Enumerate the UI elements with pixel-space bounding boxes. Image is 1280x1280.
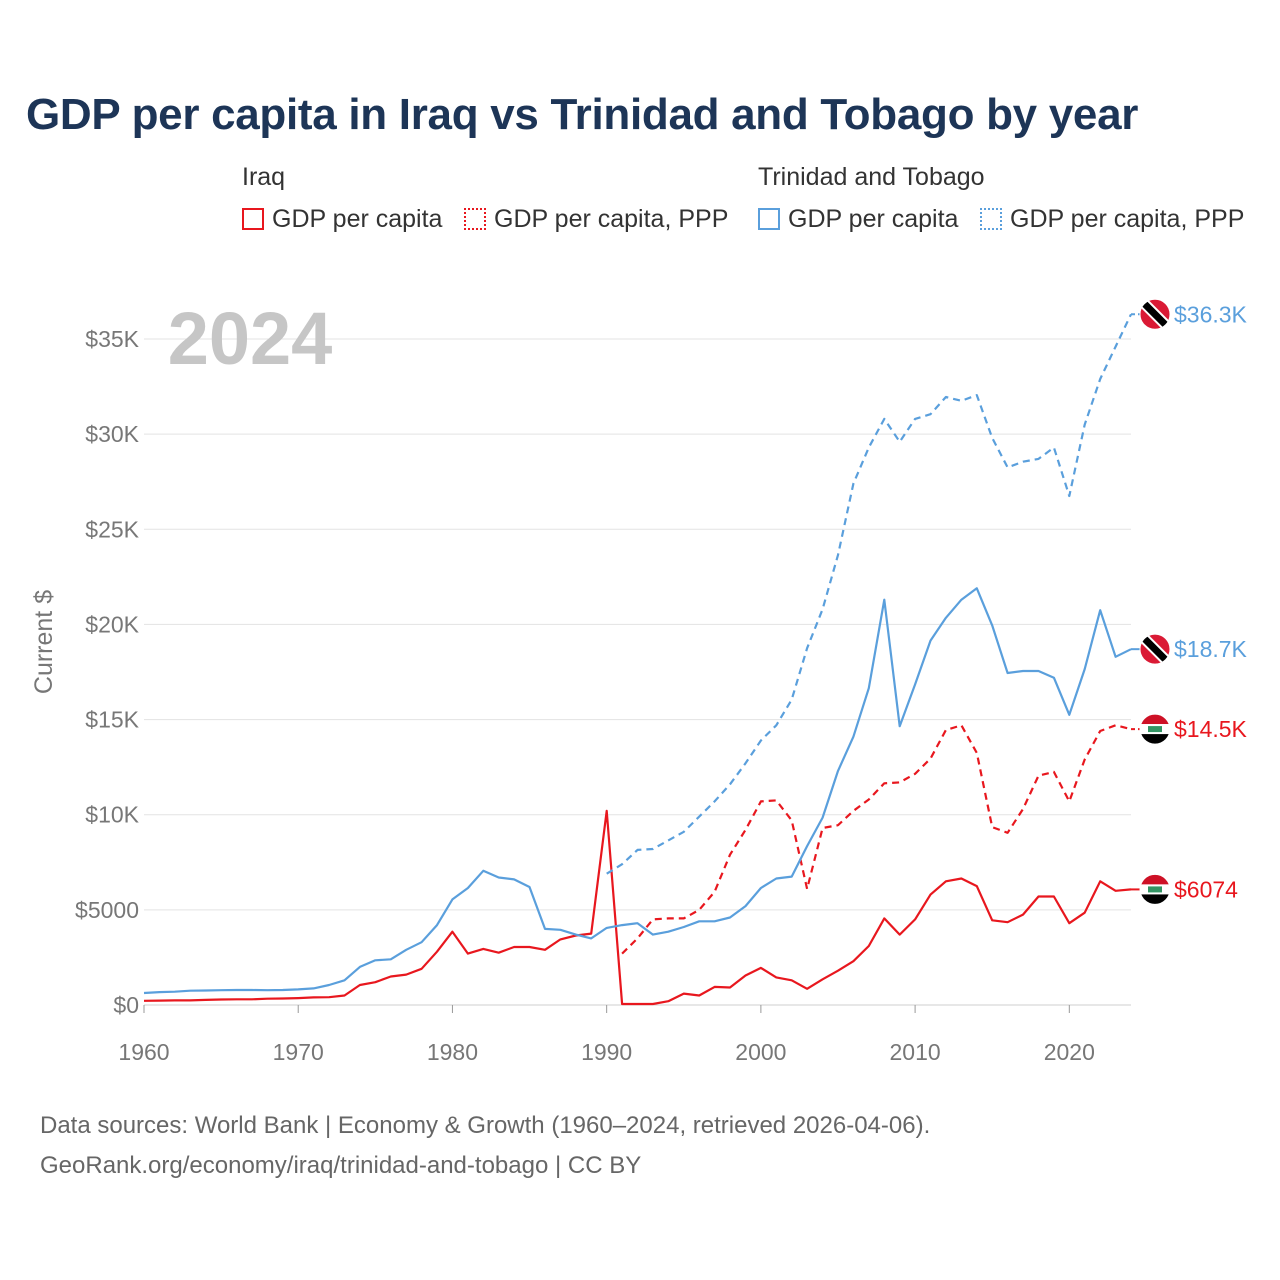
series-end-label: $6074: [1174, 876, 1238, 902]
x-tick-label: 1970: [273, 1039, 324, 1065]
legend-swatch-dotted-red: [464, 208, 486, 230]
x-tick-label: 1990: [581, 1039, 632, 1065]
series-end-label: $18.7K: [1174, 636, 1248, 662]
sources-line-2[interactable]: GeoRank.org/economy/iraq/trinidad-and-to…: [40, 1152, 642, 1179]
x-tick-label: 1980: [427, 1039, 478, 1065]
legend-item-tt-gdp[interactable]: GDP per capita: [758, 204, 958, 234]
legend-group-title-tt: Trinidad and Tobago: [758, 163, 985, 191]
page-title: GDP per capita in Iraq vs Trinidad and T…: [26, 90, 1139, 139]
series-line-2: [143, 587, 1132, 995]
x-tick-label: 2020: [1044, 1039, 1095, 1065]
legend-label: GDP per capita, PPP: [1010, 204, 1245, 233]
legend-label: GDP per capita, PPP: [494, 204, 729, 233]
legend-label: GDP per capita: [788, 204, 959, 233]
legend-swatch-solid-red: [242, 208, 264, 230]
x-tick-label: 2000: [735, 1039, 786, 1065]
legend-label: GDP per capita: [272, 204, 443, 233]
series-end-label: $14.5K: [1174, 716, 1248, 742]
trinidad-flag-icon: [1139, 298, 1171, 330]
series-layer: [143, 313, 1140, 1006]
trinidad-flag-icon: [1139, 633, 1171, 665]
y-tick-label: $5000: [75, 897, 139, 923]
series-line-1: [621, 724, 1132, 955]
series-end-label: $36.3K: [1174, 301, 1248, 327]
iraq-flag-icon: [1139, 873, 1171, 905]
legend-item-iraq-gdp-ppp[interactable]: GDP per capita, PPP: [464, 204, 728, 234]
y-tick-label: $15K: [85, 707, 139, 733]
x-tick-label: 1960: [118, 1039, 169, 1065]
y-tick-label: $35K: [85, 326, 139, 352]
legend-item-tt-gdp-ppp[interactable]: GDP per capita, PPP: [980, 204, 1244, 234]
y-axis-label: Current $: [30, 590, 58, 694]
iraq-flag-icon: [1139, 713, 1171, 745]
y-tick-label: $10K: [85, 802, 139, 828]
series-line-0: [143, 809, 1132, 1006]
marker-layer: $6074 $14.5K $18.7K $36.3K: [1139, 298, 1248, 905]
x-tick-label: 2010: [890, 1039, 941, 1065]
y-tick-label: $25K: [85, 516, 139, 542]
legend-group-title-iraq: Iraq: [242, 163, 286, 191]
y-tick-label: $30K: [85, 421, 139, 447]
year-watermark: 2024: [168, 297, 333, 380]
y-tick-label: $0: [113, 992, 139, 1018]
series-line-3: [606, 313, 1132, 875]
legend-swatch-dotted-blue: [980, 208, 1002, 230]
legend-item-iraq-gdp[interactable]: GDP per capita: [242, 204, 442, 234]
sources-line-1: Data sources: World Bank | Economy & Gro…: [40, 1112, 931, 1139]
y-tick-label: $20K: [85, 611, 139, 637]
grid-layer: $0 $5000 $10K $15K $20K $25K $30K $35K 1960 1970 1…: [75, 326, 1131, 1065]
legend-swatch-solid-blue: [758, 208, 780, 230]
sources: Data sources: World Bank | Economy & Gro…: [40, 1106, 930, 1186]
chart: $0 $5000 $10K $15K $20K $25K $30K $35K 1960 1970 1…: [30, 297, 1248, 1065]
